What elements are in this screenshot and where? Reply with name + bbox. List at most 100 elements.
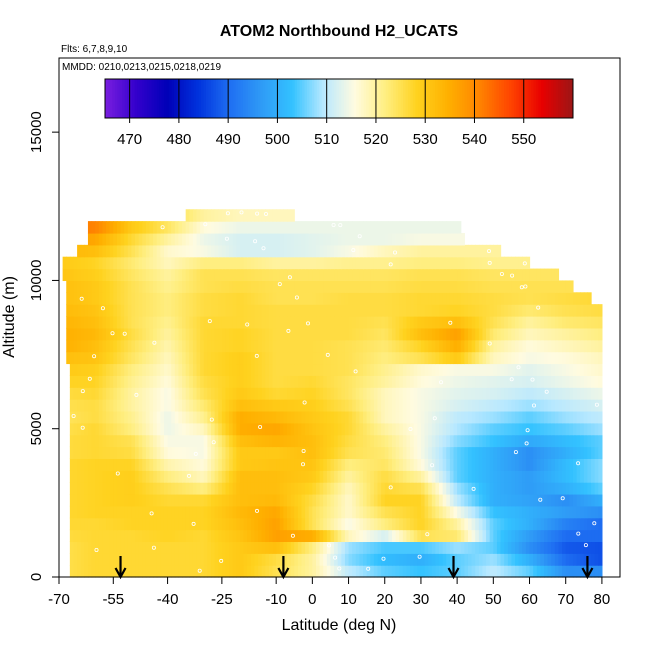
heatmap-cell — [370, 221, 375, 234]
heatmap-cell — [558, 375, 563, 388]
heatmap-cell — [203, 410, 208, 424]
heatmap-cell — [352, 387, 357, 400]
heatmap-cell — [153, 221, 158, 234]
heatmap-cell — [493, 244, 498, 258]
heatmap-cell — [551, 565, 556, 578]
heatmap-cell — [467, 482, 473, 495]
heatmap-cell — [297, 268, 303, 282]
heatmap-cell — [178, 351, 183, 365]
heatmap-cell — [250, 505, 256, 519]
heatmap-cell — [341, 244, 346, 258]
heatmap-cell — [232, 339, 237, 353]
heatmap-cell — [203, 268, 208, 282]
heatmap-cell — [424, 256, 429, 270]
heatmap-cell — [547, 470, 552, 483]
heatmap-cell — [203, 375, 208, 388]
heatmap-cell — [446, 256, 451, 270]
heatmap-cell — [272, 434, 277, 448]
heatmap-cell — [319, 410, 324, 424]
heatmap-cell — [496, 446, 502, 459]
heatmap-cell — [337, 316, 342, 329]
heatmap-cell — [142, 458, 147, 471]
colorbar-swatch — [420, 79, 424, 118]
heatmap-cell — [247, 517, 252, 531]
heatmap-cell — [279, 268, 284, 282]
heatmap-cell — [511, 482, 516, 495]
heatmap-cell — [261, 327, 266, 341]
heatmap-cell — [377, 517, 382, 531]
heatmap-cell — [330, 244, 335, 258]
heatmap-cell — [525, 363, 531, 376]
heatmap-cell — [399, 327, 404, 341]
colorbar-swatch — [265, 79, 269, 118]
heatmap-cell — [471, 458, 476, 471]
heatmap-cell — [254, 482, 259, 495]
heatmap-cell — [124, 565, 129, 578]
heatmap-cell — [540, 268, 545, 282]
heatmap-cell — [214, 304, 219, 317]
heatmap-cell — [250, 529, 256, 543]
heatmap-cell — [120, 304, 125, 317]
heatmap-cell — [536, 387, 541, 400]
heatmap-cell — [182, 410, 187, 424]
heatmap-cell — [554, 446, 560, 459]
heatmap-cell — [565, 529, 570, 543]
heatmap-cell — [124, 434, 129, 448]
heatmap-cell — [279, 256, 284, 270]
heatmap-cell — [464, 244, 469, 258]
heatmap-cell — [551, 387, 556, 400]
heatmap-cell — [529, 458, 534, 471]
heatmap-cell — [167, 541, 172, 554]
heatmap-cell — [239, 470, 245, 483]
heatmap-cell — [268, 304, 274, 317]
heatmap-cell — [69, 517, 75, 531]
heatmap-cell — [113, 256, 118, 270]
heatmap-cell — [182, 541, 187, 554]
heatmap-cell — [341, 410, 346, 424]
heatmap-cell — [377, 232, 382, 246]
heatmap-cell — [91, 339, 96, 353]
colorbar-swatch — [454, 79, 458, 118]
heatmap-cell — [460, 399, 465, 412]
heatmap-cell — [482, 256, 487, 270]
heatmap-cell — [142, 493, 147, 507]
heatmap-cell — [211, 280, 216, 293]
heatmap-cell — [391, 541, 397, 554]
heatmap-cell — [413, 316, 418, 329]
colorbar-swatch — [339, 79, 342, 118]
heatmap-cell — [424, 363, 429, 376]
heatmap-cell — [135, 339, 140, 353]
heatmap-cell — [384, 327, 389, 341]
heatmap-cell — [178, 327, 183, 341]
colorbar-swatch — [385, 79, 389, 118]
heatmap-cell — [363, 363, 368, 376]
heatmap-cell — [174, 422, 180, 436]
heatmap-cell — [113, 399, 118, 412]
heatmap-cell — [478, 470, 484, 483]
heatmap-cell — [276, 470, 281, 483]
heatmap-cell — [261, 446, 266, 459]
heatmap-cell — [182, 422, 187, 436]
heatmap-cell — [131, 493, 136, 507]
heatmap-cell — [587, 434, 592, 448]
heatmap-cell — [446, 375, 451, 388]
heatmap-cell — [239, 541, 245, 554]
heatmap-cell — [77, 256, 82, 270]
colorbar-swatch — [144, 79, 148, 118]
heatmap-cell — [366, 446, 371, 459]
heatmap-cell — [294, 541, 299, 554]
heatmap-cell — [352, 316, 357, 329]
heatmap-cell — [475, 304, 480, 317]
heatmap-cell — [276, 256, 281, 270]
heatmap-cell — [113, 493, 118, 507]
heatmap-cell — [439, 244, 444, 258]
heatmap-cell — [258, 446, 263, 459]
sample-point — [277, 282, 282, 287]
heatmap-cell — [511, 446, 516, 459]
heatmap-cell — [87, 268, 93, 282]
heatmap-cell — [341, 470, 346, 483]
heatmap-cell — [420, 244, 426, 258]
heatmap-cell — [124, 232, 129, 246]
heatmap-cell — [308, 327, 313, 341]
heatmap-cell — [515, 505, 520, 519]
